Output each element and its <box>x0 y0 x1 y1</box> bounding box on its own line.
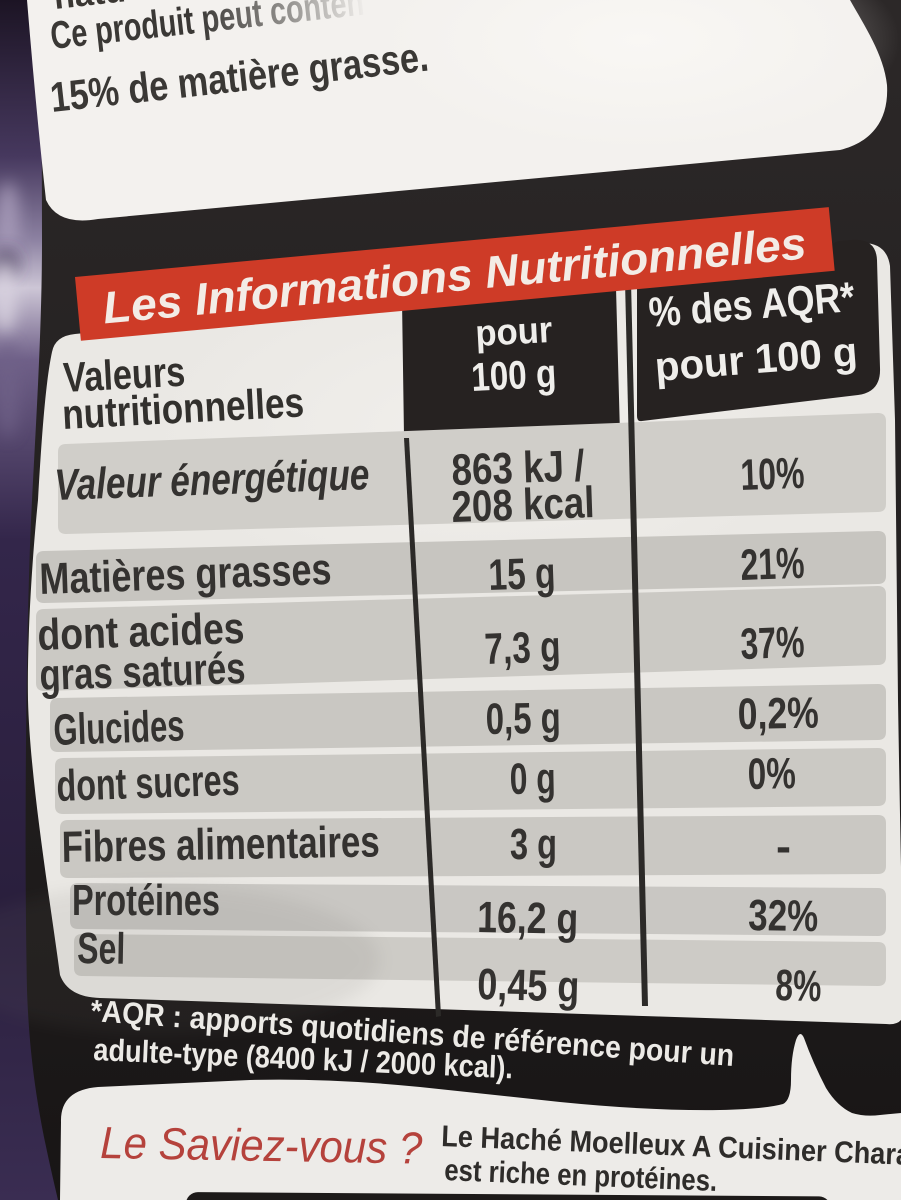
svg-text:0 g: 0 g <box>509 754 556 804</box>
svg-text:Protéines: Protéines <box>72 876 220 925</box>
svg-text:32%: 32% <box>748 891 819 941</box>
svg-text:0,45 g: 0,45 g <box>477 960 580 1012</box>
svg-text:15 g: 15 g <box>488 549 557 600</box>
svg-text:37%: 37% <box>740 618 806 669</box>
svg-text:Le Saviez-vous ?: Le Saviez-vous ? <box>100 1117 423 1174</box>
svg-text:10%: 10% <box>740 449 806 500</box>
svg-text:208 kcal: 208 kcal <box>451 478 596 532</box>
svg-text:pour: pour <box>474 309 553 354</box>
svg-text:Valeur énergétique: Valeur énergétique <box>54 450 371 510</box>
svg-text:Glucides: Glucides <box>53 701 186 755</box>
svg-text:3 g: 3 g <box>510 820 557 869</box>
svg-text:-: - <box>776 822 791 871</box>
svg-text:Valeurs: Valeurs <box>62 348 186 401</box>
svg-text:Matières grasses: Matières grasses <box>39 545 333 604</box>
svg-text:dont sucres: dont sucres <box>56 756 241 811</box>
svg-text:0,5 g: 0,5 g <box>485 694 561 744</box>
svg-text:7,3 g: 7,3 g <box>484 622 562 674</box>
svg-text:8%: 8% <box>775 961 822 1011</box>
svg-text:gras saturés: gras saturés <box>39 644 247 700</box>
svg-text:0,2%: 0,2% <box>737 689 819 739</box>
svg-text:100 g: 100 g <box>470 352 557 400</box>
svg-text:863 kJ /: 863 kJ / <box>451 441 586 495</box>
svg-text:16,2 g: 16,2 g <box>477 893 579 944</box>
svg-text:Sel: Sel <box>77 924 126 974</box>
svg-text:Fibres alimentaires: Fibres alimentaires <box>61 817 380 872</box>
svg-text:21%: 21% <box>740 539 806 590</box>
svg-text:dont acides: dont acides <box>37 604 246 660</box>
svg-text:0%: 0% <box>747 749 796 799</box>
